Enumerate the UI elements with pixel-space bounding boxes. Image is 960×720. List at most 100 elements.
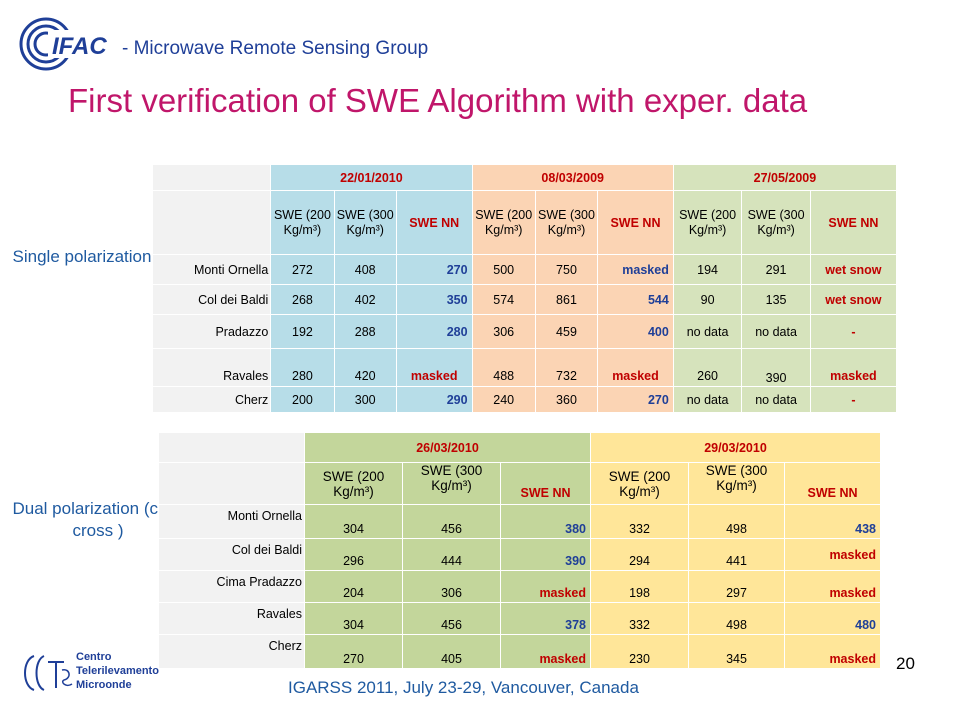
page-title: First verification of SWE Algorithm with…	[68, 82, 808, 119]
nn-cell: -	[809, 386, 898, 413]
dual-polarization-table: 26/03/2010 29/03/2010 SWE (200 Kg/m³) SW…	[158, 432, 881, 669]
nn-cell: 378	[500, 602, 591, 635]
single-polarization-label: Single polarization	[12, 247, 152, 266]
column-header: SWE (300 Kg/m³)	[402, 462, 501, 505]
value-cell: 300	[333, 386, 397, 413]
value-cell: 332	[590, 602, 689, 635]
column-header: SWE (200 Kg/m³)	[471, 190, 536, 255]
single-polarization-table: 22/01/2010 08/03/2009 27/05/2009 SWE (20…	[151, 164, 898, 413]
nn-cell: wet snow	[809, 254, 898, 285]
nn-cell: masked	[784, 570, 881, 603]
column-header: SWE (200 Kg/m³)	[304, 462, 403, 505]
site-label: Ravales	[151, 348, 272, 387]
value-cell: 204	[304, 570, 403, 603]
page-number: 20	[896, 654, 915, 673]
nn-cell: 400	[597, 314, 674, 349]
value-cell: 488	[471, 348, 536, 387]
value-cell: 402	[333, 284, 397, 315]
table-row: Col dei Baldi 296 444 390 294 441 masked	[158, 538, 881, 571]
column-header: SWE (200 Kg/m³)	[672, 190, 743, 255]
value-cell: 861	[534, 284, 599, 315]
column-header: SWE (200 Kg/m³)	[590, 462, 689, 505]
value-cell: no data	[672, 386, 743, 413]
value-cell: 306	[402, 570, 501, 603]
column-header: SWE (300 Kg/m³)	[534, 190, 599, 255]
value-cell: 260	[672, 348, 743, 387]
site-label: Col dei Baldi	[151, 284, 272, 315]
corner-cell	[158, 432, 305, 463]
table-row: Monti Ornella 304 456 380 332 498 438	[158, 504, 881, 539]
value-cell: 459	[534, 314, 599, 349]
nn-cell: 544	[597, 284, 674, 315]
site-label: Pradazzo	[151, 314, 272, 349]
column-header: SWE (300 Kg/m³)	[333, 190, 397, 255]
centro-label: Centro Telerilevamento Microonde	[76, 651, 159, 691]
site-label: Monti Ornella	[151, 254, 272, 285]
value-cell: 270	[304, 634, 403, 669]
column-header: SWE (300 Kg/m³)	[741, 190, 811, 255]
nn-cell: masked	[784, 538, 881, 571]
table-row: Ravales 280 420 masked 488 732 masked 26…	[151, 348, 898, 387]
value-cell: 306	[471, 314, 536, 349]
value-cell: 441	[688, 538, 785, 571]
table-row: Pradazzo 192 288 280 306 459 400 no data…	[151, 314, 898, 349]
value-cell: 574	[471, 284, 536, 315]
value-cell: no data	[672, 314, 743, 349]
date-header: 27/05/2009	[672, 164, 898, 191]
value-cell: 297	[688, 570, 785, 603]
table-row: Ravales 304 456 378 332 498 480	[158, 602, 881, 635]
column-header: SWE NN	[784, 462, 881, 505]
corner-cell	[151, 190, 272, 255]
site-label: Ravales	[158, 602, 305, 635]
table-row: Cima Pradazzo 204 306 masked 198 297 mas…	[158, 570, 881, 603]
value-cell: 332	[590, 504, 689, 539]
conference-footer: IGARSS 2011, July 23-29, Vancouver, Cana…	[288, 678, 639, 697]
value-cell: 280	[270, 348, 335, 387]
nn-cell: masked	[500, 570, 591, 603]
value-cell: 500	[471, 254, 536, 285]
site-label: Cima Pradazzo	[158, 570, 305, 603]
nn-cell: masked	[597, 348, 674, 387]
table-row: Cherz 200 300 290 240 360 270 no data no…	[151, 386, 898, 413]
nn-cell: 350	[395, 284, 473, 315]
value-cell: 498	[688, 602, 785, 635]
value-cell: 444	[402, 538, 501, 571]
date-header: 29/03/2010	[590, 432, 881, 463]
nn-cell: masked	[809, 348, 898, 387]
nn-cell: -	[809, 314, 898, 349]
column-header: SWE NN	[809, 190, 898, 255]
date-header: 08/03/2009	[471, 164, 674, 191]
value-cell: 288	[333, 314, 397, 349]
ctm-logo	[24, 655, 73, 691]
table-row: Cherz 270 405 masked 230 345 masked	[158, 634, 881, 669]
value-cell: 456	[402, 504, 501, 539]
value-cell: 408	[333, 254, 397, 285]
value-cell: 296	[304, 538, 403, 571]
value-cell: 750	[534, 254, 599, 285]
corner-cell	[151, 164, 272, 191]
value-cell: 90	[672, 284, 743, 315]
column-header: SWE NN	[597, 190, 674, 255]
value-cell: no data	[741, 314, 811, 349]
value-cell: 390	[741, 348, 811, 387]
value-cell: 304	[304, 602, 403, 635]
nn-cell: masked	[597, 254, 674, 285]
corner-cell	[158, 462, 305, 505]
value-cell: 198	[590, 570, 689, 603]
site-label: Col dei Baldi	[158, 538, 305, 571]
date-header: 26/03/2010	[304, 432, 591, 463]
site-label: Cherz	[151, 386, 272, 413]
value-cell: 345	[688, 634, 785, 669]
site-label: Monti Ornella	[158, 504, 305, 539]
value-cell: 194	[672, 254, 743, 285]
value-cell: 291	[741, 254, 811, 285]
nn-cell: masked	[395, 348, 473, 387]
value-cell: 732	[534, 348, 599, 387]
site-label: Cherz	[158, 634, 305, 669]
header: IFAC - Microwave Remote Sensing Group	[18, 16, 618, 76]
value-cell: no data	[741, 386, 811, 413]
column-header: SWE NN	[500, 462, 591, 505]
nn-cell: 380	[500, 504, 591, 539]
nn-cell: masked	[784, 634, 881, 669]
group-name: - Microwave Remote Sensing Group	[122, 38, 429, 59]
